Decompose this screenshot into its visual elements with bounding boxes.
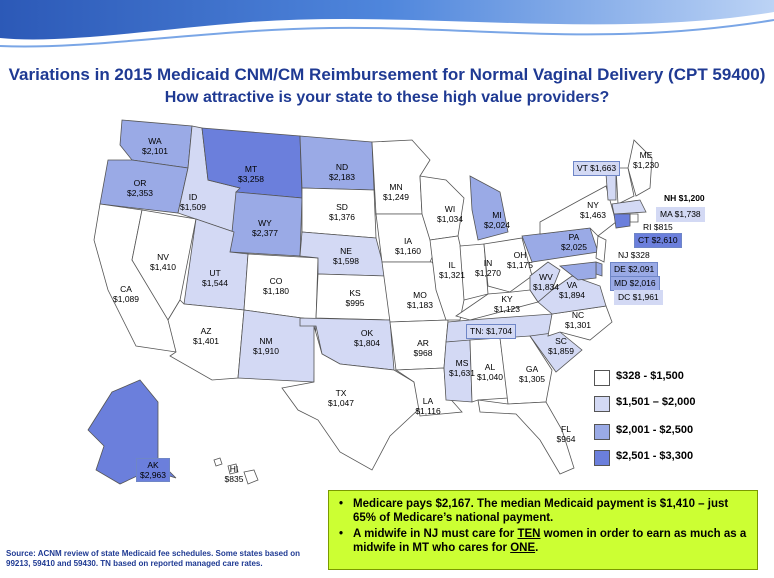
state-label-dc: DC $1,961 — [614, 290, 663, 305]
state-label-wa: WA $2,101 — [142, 136, 168, 156]
state-label-ct: CT $2,610 — [634, 233, 682, 248]
state-RI — [629, 213, 639, 223]
state-label-wi: WI $1,034 — [437, 204, 463, 224]
callout-text-2b: women in order to earn as much as a midw… — [353, 528, 747, 554]
state-label-la: LA $1,116 — [415, 396, 441, 416]
state-DE — [595, 261, 603, 277]
state-OH — [483, 237, 533, 293]
state-FL — [477, 399, 575, 475]
callout-bullet-2: • A midwife in NJ must care for TEN wome… — [339, 527, 747, 555]
state-NJ — [595, 235, 607, 263]
callout-bullet-1: • Medicare pays $2,167. The median Medic… — [339, 497, 747, 525]
state-label-nd: ND $2,183 — [329, 162, 355, 182]
state-label-id: ID $1,509 — [180, 192, 206, 212]
state-label-sd: SD $1,376 — [329, 202, 355, 222]
state-label-ak: AK $2,963 — [136, 458, 170, 482]
state-HI — [213, 457, 259, 485]
state-label-oh: OH $1,175 — [507, 250, 533, 270]
source-note: Source: ACNM review of state Medicaid fe… — [6, 549, 301, 568]
state-label-ks: KS $995 — [345, 288, 365, 308]
state-label-de: DE $2,091 — [610, 262, 659, 277]
state-label-me: ME $1,230 — [633, 150, 659, 170]
state-label-ne: NE $1,598 — [333, 246, 359, 266]
legend-label: $328 - $1,500 — [616, 370, 684, 382]
state-MD — [558, 261, 597, 281]
callout-emphasis-ten: TEN — [517, 528, 541, 540]
state-label-az: AZ $1,401 — [193, 326, 219, 346]
legend-label: $2,501 - $3,300 — [616, 450, 694, 462]
state-label-il: IL $1,321 — [439, 260, 465, 280]
state-label-ia: IA $1,160 — [395, 236, 421, 256]
state-label-mt: MT $3,258 — [238, 164, 264, 184]
page-title: Variations in 2015 Medicaid CNM/CM Reimb… — [8, 65, 766, 84]
legend-label: $1,501 – $2,000 — [616, 396, 696, 408]
state-label-al: AL $1,040 — [477, 362, 503, 382]
state-CT — [613, 213, 631, 229]
legend-item: $1,501 – $2,000 — [594, 394, 714, 412]
state-TX — [281, 325, 421, 471]
state-label-nj: NJ $328 — [618, 250, 650, 260]
state-label-in: IN $1,270 — [475, 258, 501, 278]
state-label-ca: CA $1,089 — [113, 284, 139, 304]
state-label-ma: MA $1,738 — [656, 207, 705, 222]
state-label-wv: WV $1,834 — [533, 272, 559, 292]
state-label-ar: AR $968 — [413, 338, 433, 358]
state-MS — [443, 339, 473, 403]
state-MI — [469, 175, 509, 241]
legend-item: $2,001 - $2,500 — [594, 422, 714, 440]
state-label-vt: VT $1,663 — [573, 161, 621, 176]
state-label-mo: MO $1,183 — [407, 290, 433, 310]
legend-item: $2,501 - $3,300 — [594, 448, 714, 466]
state-IL — [429, 235, 469, 321]
callout-text-1: Medicare pays $2,167. The median Medicai… — [353, 498, 729, 524]
state-label-nc: NC $1,301 — [565, 310, 591, 330]
state-label-va: VA $1,894 — [559, 280, 585, 300]
state-label-hi: HI $835 — [224, 464, 244, 484]
state-label-md: MD $2,016 — [610, 276, 660, 291]
state-label-or: OR $2,353 — [127, 178, 153, 198]
callout-emphasis-one: ONE — [510, 542, 536, 554]
state-label-fl: FL $964 — [556, 424, 576, 444]
page-subtitle: How attractive is your state to these hi… — [164, 89, 610, 106]
state-VT — [605, 173, 617, 201]
state-label-tx: TX $1,047 — [328, 388, 354, 408]
callout-text-2a: A midwife in NJ must care for — [353, 528, 518, 540]
state-label-wy: WY $2,377 — [252, 218, 278, 238]
bullet-mark: • — [339, 498, 344, 510]
state-label-ny: NY $1,463 — [580, 200, 606, 220]
legend-swatch — [594, 370, 610, 386]
state-NY — [539, 185, 617, 237]
state-label-ok: OK $1,804 — [354, 328, 380, 348]
state-label-sc: SC $1,859 — [548, 336, 574, 356]
state-NH — [615, 167, 635, 205]
callout-text-2c: . — [535, 542, 539, 554]
state-label-ut: UT $1,544 — [202, 268, 228, 288]
legend-swatch — [594, 450, 610, 466]
state-label-nv: NV $1,410 — [150, 252, 176, 272]
header-wave-decoration — [0, 0, 774, 48]
state-GA — [499, 335, 553, 405]
legend-label: $2,001 - $2,500 — [616, 424, 694, 436]
callout-box: • Medicare pays $2,167. The median Medic… — [328, 490, 758, 570]
state-MA — [611, 199, 647, 215]
state-label-tn: TN: $1,704 — [466, 324, 517, 339]
bullet-mark: • — [339, 528, 344, 540]
legend-item: $328 - $1,500 — [594, 368, 714, 386]
state-label-pa: PA $2,025 — [561, 232, 587, 252]
us-map — [87, 119, 653, 485]
state-label-ky: KY $1,123 — [494, 294, 520, 314]
legend-swatch — [594, 424, 610, 440]
state-WV — [529, 261, 561, 303]
state-label-ms: MS $1,631 — [449, 358, 475, 378]
state-label-mi: MI $2,024 — [484, 210, 510, 230]
state-label-nm: NM $1,910 — [253, 336, 279, 356]
legend-swatch — [594, 396, 610, 412]
state-label-nh: NH $1,200 — [664, 193, 705, 203]
state-label-ga: GA $1,305 — [519, 364, 545, 384]
state-ME — [627, 139, 653, 197]
state-label-co: CO $1,180 — [263, 276, 289, 296]
state-label-ri: RI $815 — [643, 222, 673, 232]
state-label-mn: MN $1,249 — [383, 182, 409, 202]
